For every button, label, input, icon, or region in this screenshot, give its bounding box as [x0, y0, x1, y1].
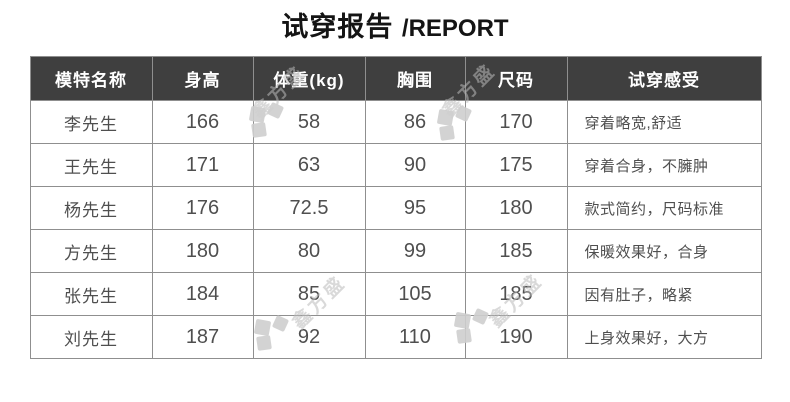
table-row: 李先生 166 58 86 170 穿着略宽,舒适	[29, 100, 762, 144]
cell-height: 171	[151, 143, 254, 187]
cell-model-name: 杨先生	[29, 186, 153, 230]
cell-weight: 58	[252, 100, 366, 144]
cell-height: 184	[151, 272, 254, 316]
cell-chest: 99	[364, 229, 466, 273]
cell-size: 180	[464, 186, 568, 230]
cell-model-name: 刘先生	[29, 315, 153, 359]
table-row: 张先生 184 85 105 185 因有肚子，略紧	[29, 272, 762, 316]
cell-height: 187	[151, 315, 254, 359]
cell-comment: 穿着合身，不臃肿	[566, 143, 762, 187]
page-title-en: /REPORT	[401, 15, 509, 42]
cell-model-name: 张先生	[29, 272, 153, 316]
cell-weight: 85	[252, 272, 366, 316]
cell-height: 180	[151, 229, 254, 273]
cell-chest: 90	[364, 143, 466, 187]
cell-height: 176	[151, 186, 254, 230]
cell-weight: 80	[252, 229, 366, 273]
table-header-row: 模特名称 身高 体重(kg) 胸围 尺码 试穿感受	[29, 56, 762, 101]
header-weight: 体重(kg)	[252, 56, 366, 101]
header-model-name: 模特名称	[29, 56, 153, 101]
table-row: 刘先生 187 92 110 190 上身效果好，大方	[29, 315, 762, 359]
cell-weight: 92	[252, 315, 366, 359]
cell-size: 170	[464, 100, 568, 144]
cell-model-name: 方先生	[29, 229, 153, 273]
page-title-cn: 试穿报告	[281, 12, 394, 42]
page-title: 试穿报告 /REPORT	[0, 0, 790, 45]
header-chest: 胸围	[364, 56, 466, 101]
cell-comment: 保暖效果好，合身	[566, 229, 762, 273]
cell-chest: 110	[364, 315, 466, 359]
header-height: 身高	[151, 56, 254, 101]
cell-height: 166	[151, 100, 254, 144]
fitting-report-table: 模特名称 身高 体重(kg) 胸围 尺码 试穿感受 李先生 166 58 86 …	[29, 56, 762, 359]
cell-size: 185	[464, 229, 568, 273]
table-row: 杨先生 176 72.5 95 180 款式简约，尺码标准	[29, 186, 762, 230]
cell-size: 185	[464, 272, 568, 316]
table-row: 方先生 180 80 99 185 保暖效果好，合身	[29, 229, 762, 273]
cell-model-name: 李先生	[29, 100, 153, 144]
cell-size: 175	[464, 143, 568, 187]
cell-chest: 86	[364, 100, 466, 144]
header-size: 尺码	[464, 56, 568, 101]
cell-weight: 63	[252, 143, 366, 187]
header-comment: 试穿感受	[566, 56, 762, 101]
cell-weight: 72.5	[252, 186, 366, 230]
cell-chest: 105	[364, 272, 466, 316]
cell-comment: 因有肚子，略紧	[566, 272, 762, 316]
fitting-report-table-wrap: 鑫方盛 鑫方盛 鑫方盛 鑫方盛 模特名称 身高 体重(kg) 胸围 尺码	[29, 56, 762, 359]
cell-chest: 95	[364, 186, 466, 230]
cell-comment: 款式简约，尺码标准	[566, 186, 762, 230]
cell-size: 190	[464, 315, 568, 359]
cell-comment: 上身效果好，大方	[566, 315, 762, 359]
table-row: 王先生 171 63 90 175 穿着合身，不臃肿	[29, 143, 762, 187]
cell-comment: 穿着略宽,舒适	[566, 100, 762, 144]
cell-model-name: 王先生	[29, 143, 153, 187]
